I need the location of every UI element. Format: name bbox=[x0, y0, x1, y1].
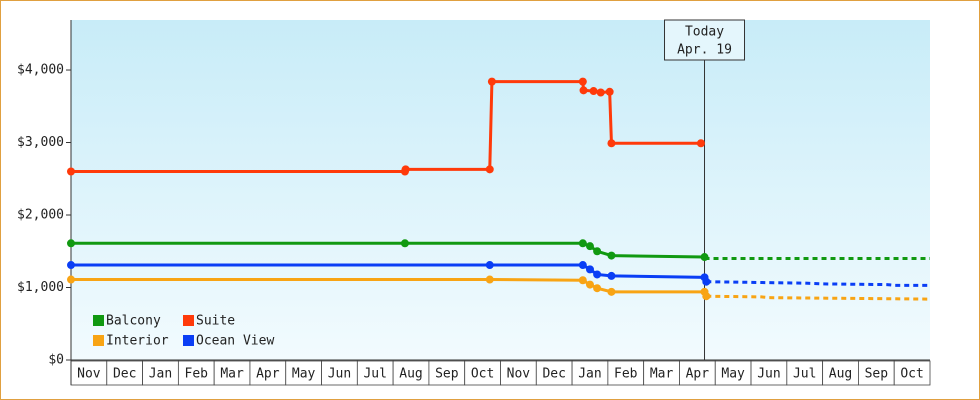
price-point bbox=[67, 239, 75, 248]
x-tick-label: Jul bbox=[363, 367, 386, 382]
price-point bbox=[578, 77, 587, 86]
price-point bbox=[485, 261, 494, 270]
y-tick-label: $1,000 bbox=[17, 280, 64, 295]
price-point bbox=[593, 247, 602, 256]
month-cell bbox=[321, 360, 358, 386]
price-point bbox=[607, 251, 616, 260]
month-cell bbox=[535, 360, 573, 386]
legend-swatch bbox=[93, 335, 104, 346]
price-point bbox=[696, 139, 705, 148]
price-point bbox=[585, 242, 594, 251]
x-tick-label: May bbox=[721, 367, 745, 382]
y-tick-label: $3,000 bbox=[17, 135, 64, 150]
price-point bbox=[67, 275, 75, 284]
price-point bbox=[593, 270, 602, 279]
forecast-line bbox=[706, 294, 931, 301]
month-cell bbox=[106, 360, 143, 386]
x-tick-label: Aug bbox=[829, 367, 852, 382]
y-tick-label: $4,000 bbox=[17, 63, 64, 78]
x-tick-label: Sep bbox=[865, 367, 889, 382]
x-tick-label: Feb bbox=[185, 367, 209, 382]
x-tick-label: Oct bbox=[471, 367, 494, 382]
x-tick-label: May bbox=[292, 367, 316, 382]
price-line bbox=[71, 263, 708, 283]
price-point bbox=[596, 88, 605, 97]
x-tick-label: Nov bbox=[77, 367, 101, 382]
x-tick-label: Mar bbox=[650, 367, 674, 382]
price-point bbox=[589, 87, 598, 96]
month-cell bbox=[893, 360, 931, 386]
month-cell bbox=[679, 360, 716, 386]
x-tick-label: Jun bbox=[328, 367, 351, 382]
x-tick-label: Jan bbox=[149, 367, 172, 382]
legend-label: Ocean View bbox=[196, 334, 274, 349]
month-cell bbox=[750, 360, 788, 386]
forecast-line bbox=[706, 280, 930, 287]
x-tick-label: Aug bbox=[399, 367, 422, 382]
x-tick-label: Jun bbox=[757, 367, 780, 382]
y-tick-label: $2,000 bbox=[17, 208, 64, 223]
x-tick-label: Sep bbox=[435, 367, 459, 382]
month-cell bbox=[249, 360, 287, 386]
price-point bbox=[585, 280, 594, 289]
x-tick-label: Apr bbox=[256, 367, 280, 382]
price-point bbox=[607, 287, 616, 296]
legend-label: Balcony bbox=[106, 314, 161, 329]
price-point bbox=[401, 165, 410, 174]
x-tick-label: Apr bbox=[686, 367, 710, 382]
month-cell bbox=[643, 360, 680, 386]
price-point bbox=[67, 167, 75, 176]
price-point bbox=[700, 253, 709, 262]
plot-area bbox=[71, 20, 930, 360]
today-box bbox=[664, 19, 746, 61]
price-point bbox=[485, 165, 494, 174]
price-point bbox=[702, 292, 711, 301]
legend-swatch bbox=[93, 315, 104, 326]
x-tick-label: Dec bbox=[113, 367, 136, 382]
price-point bbox=[702, 277, 711, 286]
today-label: Today bbox=[685, 25, 724, 40]
legend-swatch bbox=[183, 315, 194, 326]
legend-label: Suite bbox=[196, 314, 235, 329]
price-point bbox=[607, 271, 616, 280]
today-date: Apr. 19 bbox=[677, 43, 732, 58]
x-tick-label: Jan bbox=[578, 367, 601, 382]
month-cell bbox=[392, 360, 430, 386]
price-point bbox=[487, 77, 496, 86]
month-cell bbox=[464, 360, 501, 386]
month-cell bbox=[714, 360, 752, 386]
legend-swatch bbox=[183, 335, 194, 346]
x-tick-label: Mar bbox=[220, 367, 244, 382]
price-point bbox=[605, 87, 614, 96]
x-tick-label: Feb bbox=[614, 367, 638, 382]
x-tick-label: Oct bbox=[900, 367, 923, 382]
x-tick-label: Dec bbox=[542, 367, 565, 382]
price-point bbox=[485, 275, 494, 284]
price-point bbox=[578, 276, 587, 285]
price-point bbox=[67, 261, 75, 270]
price-point bbox=[578, 239, 587, 248]
price-line bbox=[71, 278, 708, 297]
price-point bbox=[400, 239, 409, 248]
month-cell bbox=[858, 360, 895, 386]
legend-label: Interior bbox=[106, 334, 169, 349]
month-cell bbox=[786, 360, 824, 386]
price-point bbox=[585, 265, 594, 274]
x-tick-label: Nov bbox=[507, 367, 531, 382]
month-cell bbox=[822, 360, 859, 386]
price-point bbox=[593, 284, 602, 293]
price-point bbox=[579, 86, 588, 95]
price-point bbox=[578, 261, 587, 270]
y-tick-label: $0 bbox=[48, 353, 64, 368]
month-cell bbox=[177, 360, 215, 386]
x-tick-label: Jul bbox=[793, 367, 816, 382]
month-cell bbox=[571, 360, 609, 386]
price-point bbox=[607, 139, 616, 148]
